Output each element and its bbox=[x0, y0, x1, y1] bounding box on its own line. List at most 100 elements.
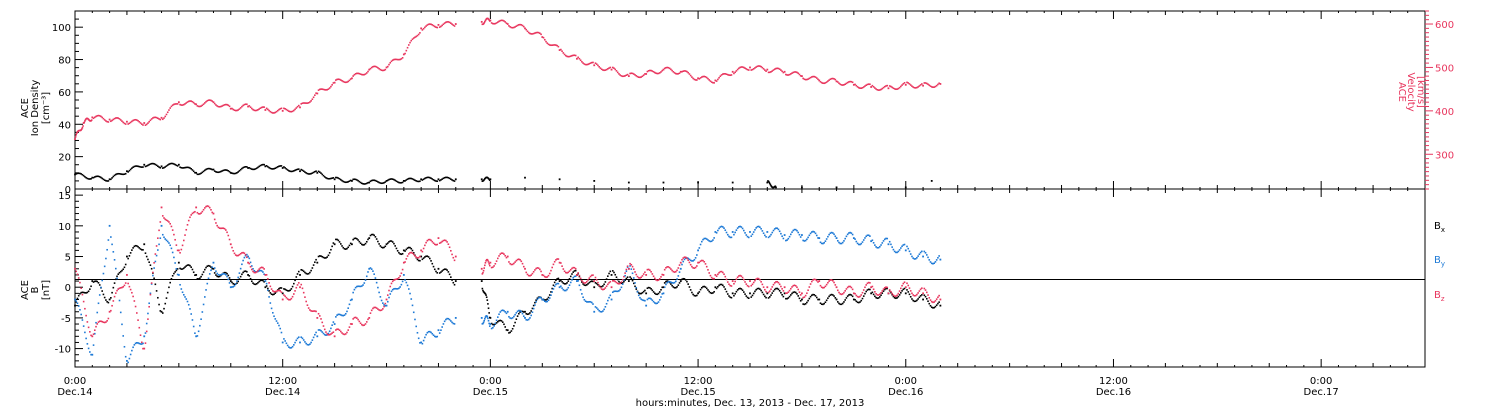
by-sample bbox=[660, 296, 662, 298]
bz-sample bbox=[865, 284, 868, 286]
bx-sample bbox=[278, 287, 280, 290]
bx-sample bbox=[233, 283, 236, 286]
bz-sample bbox=[427, 238, 430, 241]
bx-sample bbox=[791, 292, 793, 295]
top-left-ylabel-1: ACE bbox=[20, 98, 31, 118]
bz-sample bbox=[112, 300, 115, 302]
bx-sample bbox=[330, 248, 332, 251]
velocity-sample bbox=[874, 87, 876, 89]
bx-sample bbox=[825, 299, 828, 302]
velocity-sample bbox=[780, 69, 782, 71]
ion-density-sample bbox=[211, 168, 214, 171]
velocity-point bbox=[731, 70, 734, 73]
velocity-sample bbox=[395, 58, 398, 61]
by-sample bbox=[139, 343, 142, 345]
bx-sample bbox=[442, 269, 445, 271]
bx-point bbox=[480, 280, 483, 282]
bz-sample bbox=[509, 262, 511, 265]
bx-sample bbox=[672, 286, 675, 288]
velocity-sample bbox=[325, 89, 327, 91]
bx-sample bbox=[928, 302, 931, 305]
bz-sample bbox=[848, 285, 850, 288]
velocity-sample bbox=[850, 80, 853, 83]
ion-density-sample bbox=[410, 177, 413, 180]
velocity-sample bbox=[686, 70, 688, 73]
bx-sample bbox=[416, 258, 419, 261]
bz-sample bbox=[588, 277, 591, 279]
ion-density-sample bbox=[223, 169, 226, 171]
by-sample bbox=[136, 341, 138, 344]
ion-density-sample bbox=[426, 176, 429, 179]
bz-sample bbox=[703, 261, 706, 263]
by-sample bbox=[233, 285, 236, 287]
velocity-sample bbox=[597, 64, 599, 67]
velocity-sample bbox=[311, 98, 314, 101]
by-sample bbox=[530, 314, 532, 317]
by-sample bbox=[147, 312, 149, 315]
ion-density-sample bbox=[82, 174, 85, 177]
bx-sample bbox=[785, 297, 787, 300]
velocity-sample bbox=[231, 107, 233, 110]
bx-sample bbox=[103, 296, 106, 299]
velocity-sample bbox=[149, 119, 152, 122]
velocity-sample bbox=[74, 136, 77, 138]
by-sample bbox=[382, 302, 384, 304]
ion-density-sample bbox=[323, 176, 326, 178]
bz-sample bbox=[80, 287, 82, 289]
bz-sample bbox=[792, 284, 795, 287]
bx-sample bbox=[338, 241, 341, 243]
bx-sample bbox=[265, 285, 268, 287]
velocity-sample bbox=[197, 105, 200, 108]
by-point bbox=[281, 341, 284, 344]
bz-sample bbox=[583, 282, 586, 284]
velocity-sample bbox=[243, 103, 246, 106]
velocity-sample bbox=[175, 103, 178, 105]
velocity-sample bbox=[450, 22, 452, 24]
bx-sample bbox=[206, 265, 209, 268]
bx-sample bbox=[733, 294, 735, 297]
velocity-sample bbox=[861, 86, 864, 89]
ion-density-sample bbox=[127, 171, 129, 173]
by-point bbox=[610, 298, 613, 301]
bz-sample bbox=[338, 329, 341, 331]
ion-density-sample bbox=[291, 170, 294, 173]
ion-density-sample bbox=[77, 172, 80, 175]
velocity-point bbox=[904, 83, 907, 86]
bx-sample bbox=[896, 297, 898, 299]
ion-density-sample bbox=[239, 168, 242, 171]
bx-sample bbox=[488, 312, 490, 314]
by-sample bbox=[765, 236, 767, 238]
bz-sample bbox=[105, 321, 107, 323]
by-sample bbox=[290, 346, 293, 349]
ion-density-sample bbox=[295, 168, 298, 171]
by-sample bbox=[871, 239, 874, 242]
by-sample bbox=[352, 291, 354, 294]
velocity-sample bbox=[273, 112, 275, 114]
velocity-sample bbox=[221, 105, 223, 107]
by-sample bbox=[128, 357, 131, 360]
velocity-sample bbox=[845, 82, 848, 85]
by-sample bbox=[119, 311, 122, 314]
velocity-sample bbox=[123, 122, 126, 125]
bz-sample bbox=[268, 282, 270, 284]
velocity-sample bbox=[400, 58, 403, 60]
bz-sample bbox=[547, 274, 550, 277]
bz-sample bbox=[113, 295, 116, 298]
bx-sample bbox=[730, 296, 733, 299]
by-sample bbox=[386, 300, 389, 303]
velocity-sample bbox=[432, 24, 435, 27]
by-sample bbox=[158, 243, 160, 246]
bz-sample bbox=[503, 253, 505, 255]
ion-density-sample bbox=[330, 177, 332, 180]
by-sample bbox=[911, 255, 913, 258]
velocity-sample bbox=[584, 63, 587, 66]
velocity-point bbox=[212, 101, 215, 104]
by-sample bbox=[668, 280, 671, 283]
by-sample bbox=[762, 232, 765, 235]
bx-point bbox=[195, 274, 198, 276]
bx-sample bbox=[374, 236, 377, 238]
bx-sample bbox=[430, 260, 432, 262]
ion-density-sample bbox=[431, 178, 434, 180]
velocity-point bbox=[385, 66, 388, 69]
by-sample bbox=[684, 257, 687, 259]
